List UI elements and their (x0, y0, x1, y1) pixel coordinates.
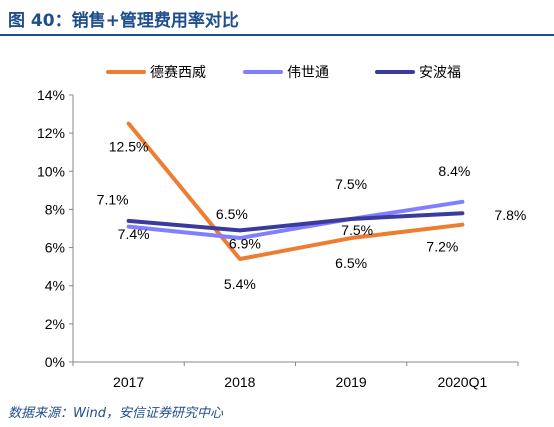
data-label: 7.8% (494, 207, 526, 223)
x-tick-label: 2018 (224, 374, 255, 390)
title-underline (0, 34, 554, 36)
y-tick-label: 10% (37, 163, 65, 179)
data-label: 6.9% (229, 235, 261, 251)
y-tick-label: 0% (45, 354, 65, 370)
data-label: 7.1% (97, 192, 129, 208)
y-tick-label: 2% (45, 316, 65, 332)
y-tick-label: 12% (37, 125, 65, 141)
figure-title: 图 40：销售+管理费用率对比 (8, 11, 239, 31)
data-label: 12.5% (109, 139, 149, 155)
data-label: 8.4% (438, 163, 470, 179)
y-tick-label: 4% (45, 278, 65, 294)
data-label: 7.5% (335, 176, 367, 192)
y-tick-label: 14% (37, 87, 65, 103)
figure-title-row: 图 40：销售+管理费用率对比 (0, 0, 554, 36)
legend-label: 德赛西威 (150, 65, 206, 81)
series-line-1 (126, 121, 465, 262)
x-tick-label: 2017 (113, 374, 144, 390)
legend-label: 伟世通 (287, 65, 329, 81)
source-note: 数据来源：Wind，安信证券研究中心 (8, 406, 223, 421)
data-label: 5.4% (224, 276, 256, 292)
data-label: 6.5% (335, 255, 367, 271)
series-line-3 (126, 211, 465, 233)
x-tick-label: 2019 (336, 374, 367, 390)
y-tick-label: 8% (45, 201, 65, 217)
series-line-2 (126, 199, 465, 241)
data-label: 7.5% (341, 222, 373, 238)
data-label: 7.4% (118, 226, 150, 242)
data-label: 7.2% (426, 239, 458, 255)
legend-label: 安波福 (419, 65, 461, 81)
y-tick-label: 6% (45, 240, 65, 256)
data-label: 6.5% (216, 206, 248, 222)
x-tick-label: 2020Q1 (437, 374, 487, 390)
